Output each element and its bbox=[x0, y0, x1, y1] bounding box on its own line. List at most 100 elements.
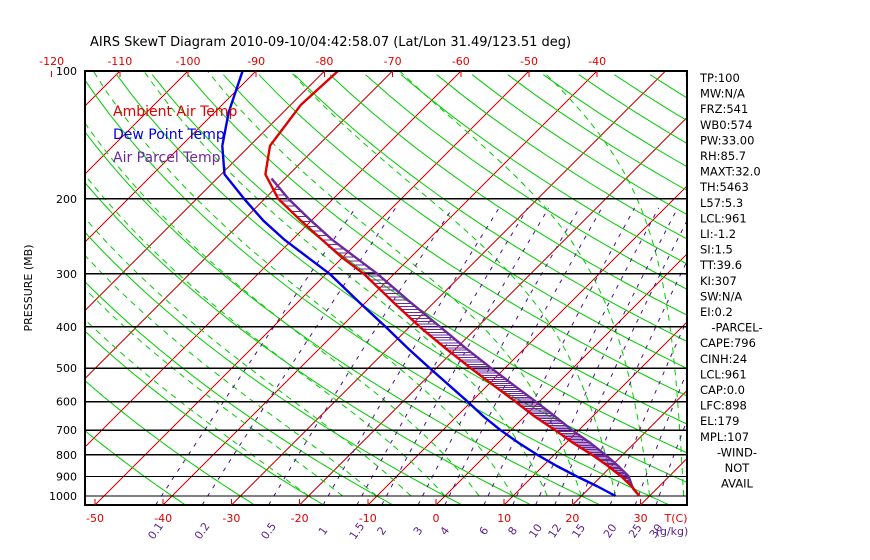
isotherm-line bbox=[435, 253, 687, 505]
bottom-temp-tick-label: -40 bbox=[154, 512, 172, 525]
mixing-ratio-line bbox=[444, 207, 603, 505]
legend-item-3: Air Parcel Temp bbox=[113, 150, 221, 166]
sidebar-item: TT:39.6 bbox=[699, 258, 742, 272]
mixing-ratio-line bbox=[554, 219, 687, 505]
mixing-ratio-tick-label: 2 bbox=[375, 524, 390, 537]
top-temp-tick-label: -50 bbox=[520, 55, 538, 68]
dry-adiabat-line bbox=[85, 181, 532, 505]
top-temp-tick-label: -70 bbox=[384, 55, 402, 68]
mixing-ratio-line bbox=[322, 207, 500, 505]
title-layer: AIRS SkewT Diagram 2010-09-10/04:42:58.0… bbox=[90, 35, 571, 50]
bottom-temp-tick-label: -10 bbox=[359, 512, 377, 525]
mixing-ratio-line bbox=[381, 207, 550, 505]
sidebar-item: L57:5.3 bbox=[700, 196, 743, 210]
dry-adiabat-line bbox=[329, 74, 687, 316]
pressure-tick-label: 600 bbox=[56, 396, 77, 409]
top-temp-tick-label: -110 bbox=[107, 55, 132, 68]
moist-adiabat-line bbox=[85, 254, 378, 497]
top-temp-tick-label: -90 bbox=[247, 55, 265, 68]
bottom-temp-tick-label: 0 bbox=[433, 512, 440, 525]
isotherm-line bbox=[231, 71, 666, 505]
pressure-tick-label: 500 bbox=[56, 362, 77, 375]
isotherm-line bbox=[85, 71, 257, 243]
mixing-ratio-tick-label: 10 bbox=[526, 522, 545, 541]
dry-adiabat-line bbox=[116, 74, 687, 483]
moist-adiabat-line bbox=[143, 71, 548, 497]
pressure-tick-label: 100 bbox=[56, 65, 77, 78]
legend-item-2: Dew Point Temp bbox=[113, 127, 225, 143]
sidebar-item: MW:N/A bbox=[700, 87, 745, 101]
sidebar-item: EL:179 bbox=[700, 414, 740, 428]
mixing-ratio-tick-label: 8 bbox=[505, 524, 520, 537]
mixing-ratio-tick-label: 3 bbox=[411, 524, 426, 537]
moist-adiabat-line bbox=[85, 217, 412, 497]
sidebar-item: MAXT:32.0 bbox=[700, 165, 761, 179]
bottom-temp-tick-label: -30 bbox=[222, 512, 240, 525]
sidebar-item: KI:307 bbox=[700, 274, 737, 288]
isotherm-line bbox=[85, 71, 189, 175]
mixing-ratio-line bbox=[512, 207, 660, 505]
top-temp-tick-label: -120 bbox=[39, 55, 64, 68]
moist-adiabat-line bbox=[399, 71, 651, 497]
sidebar-item: LCL:961 bbox=[700, 367, 747, 381]
top-temp-tick-label: -80 bbox=[315, 55, 333, 68]
bottom-temp-tick-label: -50 bbox=[86, 512, 104, 525]
bottom-temp-axis: -50 -40 -30 -20 -10 0 10 20 30 T(C) bbox=[86, 499, 687, 525]
dry-adiabat-line bbox=[85, 281, 394, 505]
plot-frame bbox=[84, 70, 688, 506]
bottom-temp-tick-label: 10 bbox=[497, 512, 511, 525]
mixing-ratio-tick-label: 12 bbox=[546, 522, 565, 541]
mixing-ratio-tick-label: 1 bbox=[316, 524, 331, 537]
mixing-ratio-line bbox=[268, 207, 454, 505]
sidebar-item: EI:0.2 bbox=[700, 305, 733, 319]
parcel-temp-curve bbox=[270, 177, 641, 497]
sidebar-item: TH:5463 bbox=[699, 180, 749, 194]
temp-axis-title: T(C) bbox=[664, 512, 688, 525]
bottom-temp-tick-label: 30 bbox=[634, 512, 648, 525]
mixing-ratio-line bbox=[535, 207, 679, 505]
mixing-ratio-axis-title: (g/kg) bbox=[656, 525, 689, 538]
sidebar-item: SI:1.5 bbox=[700, 243, 733, 257]
mixing-ratio-line bbox=[201, 207, 397, 505]
isotherm-line bbox=[85, 71, 393, 380]
legend-item-1: Ambient Air Temp bbox=[113, 104, 238, 120]
grid-layer bbox=[85, 71, 687, 505]
mixing-ratio-line bbox=[356, 207, 529, 505]
sidebar-item: RH:85.7 bbox=[700, 149, 746, 163]
dry-adiabat-line bbox=[85, 330, 325, 505]
isotherm-line bbox=[85, 71, 462, 448]
pressure-tick-label: 200 bbox=[56, 193, 77, 206]
mixing-ratio-line bbox=[578, 260, 687, 505]
ambient-temp-curve bbox=[264, 71, 641, 497]
moist-adiabat-line bbox=[289, 71, 616, 497]
sidebar-item: CAPE:796 bbox=[700, 336, 756, 350]
mixing-ratio-tick-label: 6 bbox=[477, 524, 492, 537]
isotherm-line bbox=[299, 116, 687, 505]
pressure-tick-label: 300 bbox=[56, 268, 77, 281]
dry-adiabat-line bbox=[294, 74, 687, 343]
frame-layer bbox=[84, 70, 688, 506]
sidebar-item: AVAIL bbox=[721, 477, 754, 491]
mixing-ratio-tick-label: 0.2 bbox=[192, 520, 213, 542]
sidebar-item: FRZ:541 bbox=[700, 102, 748, 116]
pressure-axis-title: PRESSURE (MB) bbox=[22, 245, 35, 332]
moist-adiabat-line bbox=[85, 288, 344, 497]
pressure-tick-label: 900 bbox=[56, 471, 77, 484]
sidebar-item: -WIND- bbox=[717, 445, 757, 459]
mixing-ratio-tick-label: 0.5 bbox=[258, 520, 279, 542]
top-temp-tick-label: -40 bbox=[588, 55, 606, 68]
dry-adiabat-line bbox=[223, 74, 687, 397]
dry-adiabat-line bbox=[365, 74, 687, 290]
dry-adiabat-line bbox=[85, 430, 186, 505]
sidebar-item: SW:N/A bbox=[700, 289, 742, 303]
sidebar-item: WB0:574 bbox=[700, 118, 752, 132]
sidebar-item: LFC:898 bbox=[700, 399, 747, 413]
moist-adiabat-line bbox=[85, 174, 446, 497]
sidebar-item: MPL:107 bbox=[700, 430, 749, 444]
dry-adiabat-line bbox=[258, 74, 687, 369]
dry-adiabat-line bbox=[436, 74, 687, 240]
sidebar-item: LCL:961 bbox=[700, 211, 747, 225]
dry-adiabat-line bbox=[649, 74, 687, 99]
